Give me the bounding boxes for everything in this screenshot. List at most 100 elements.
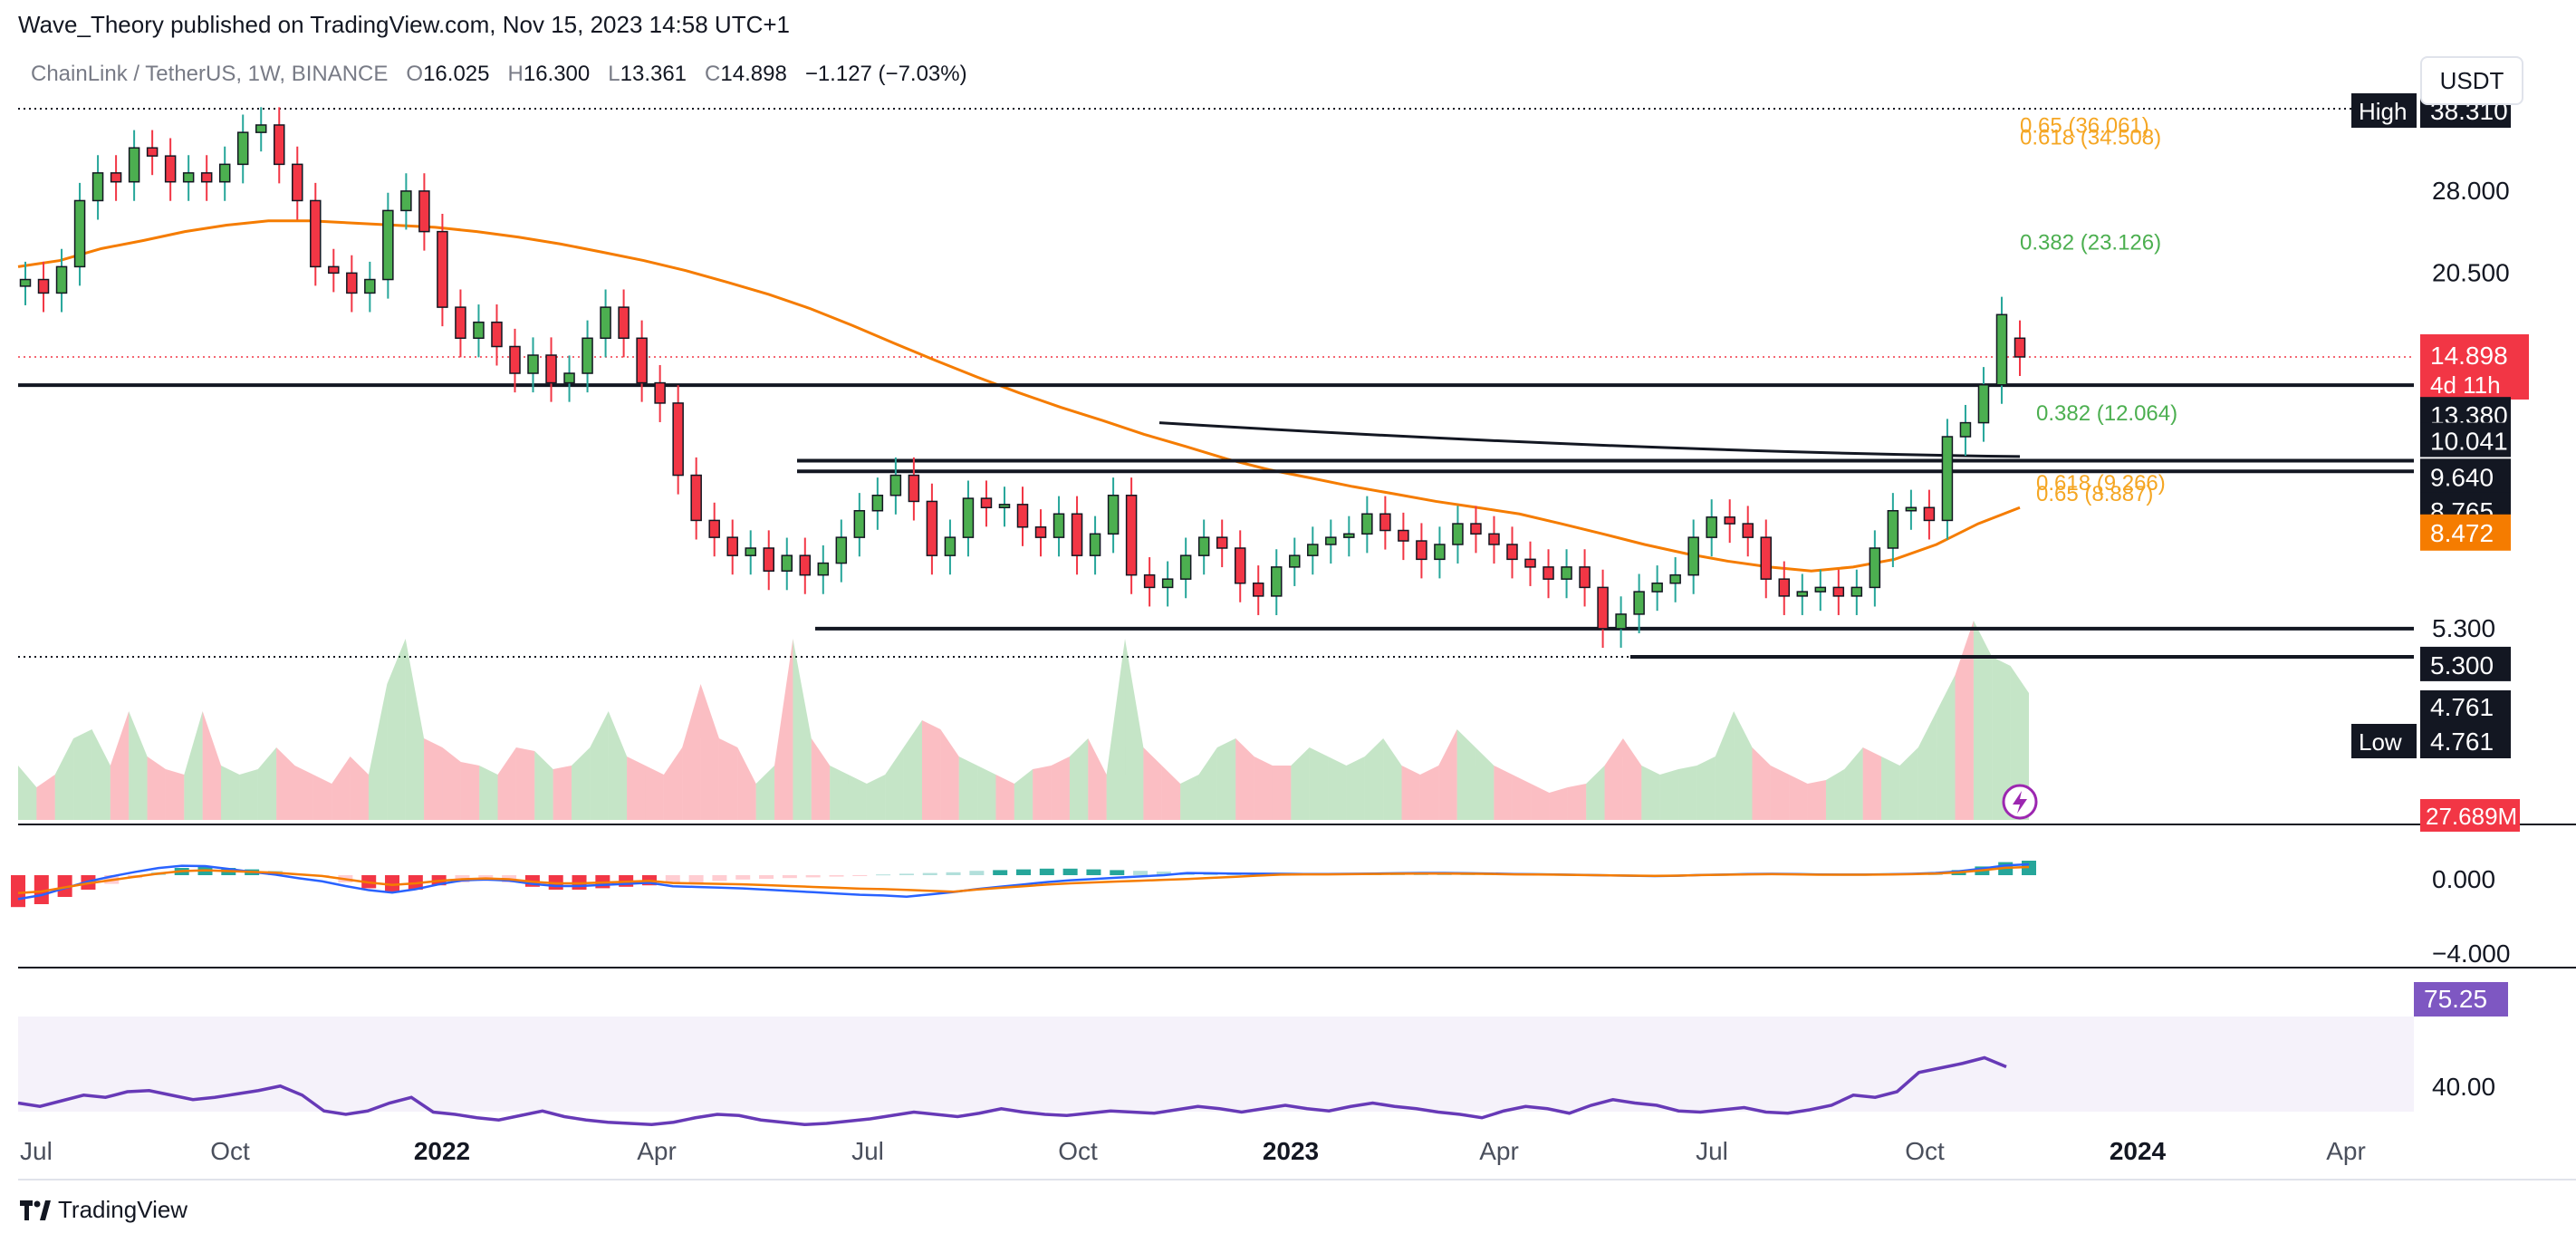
candle bbox=[182, 172, 195, 183]
candle bbox=[835, 536, 848, 564]
candle bbox=[980, 497, 993, 509]
volume-area bbox=[1955, 621, 1974, 820]
candle bbox=[236, 131, 249, 166]
candle bbox=[781, 554, 793, 572]
macd-histogram-bar bbox=[1156, 872, 1171, 875]
candle bbox=[1869, 547, 1881, 589]
volume-area bbox=[184, 711, 203, 820]
volume-area bbox=[1235, 738, 1254, 820]
candle bbox=[1089, 533, 1101, 556]
currency-button[interactable]: USDT bbox=[2420, 56, 2523, 105]
candle bbox=[473, 321, 485, 340]
candle bbox=[1959, 421, 1972, 438]
price-axis-label: 5.300 bbox=[2432, 614, 2495, 642]
volume-area bbox=[1198, 747, 1217, 820]
candle bbox=[364, 278, 376, 294]
volume-area bbox=[1512, 775, 1532, 820]
candle bbox=[944, 536, 956, 556]
time-axis-label: 2023 bbox=[1263, 1137, 1319, 1165]
candle bbox=[1053, 513, 1065, 538]
volume-area bbox=[663, 747, 683, 820]
candle bbox=[91, 172, 104, 202]
volume-area bbox=[940, 729, 959, 820]
candle bbox=[1143, 573, 1156, 589]
macd-histogram-bar bbox=[922, 872, 937, 875]
tag-box bbox=[2351, 724, 2417, 758]
candle bbox=[437, 230, 448, 308]
candle bbox=[200, 172, 213, 183]
candle bbox=[19, 278, 32, 287]
volume-area bbox=[866, 775, 886, 820]
candle bbox=[1216, 536, 1228, 549]
volume-area bbox=[1862, 747, 1882, 820]
volume-tag bbox=[2420, 799, 2520, 832]
volume-area bbox=[36, 775, 55, 820]
volume-area bbox=[1069, 738, 1089, 820]
volume-area bbox=[700, 684, 719, 820]
last-price-tag bbox=[2420, 333, 2529, 400]
candle bbox=[726, 536, 738, 556]
volume-area bbox=[368, 684, 388, 820]
volume-area bbox=[1216, 738, 1236, 820]
volume-area bbox=[221, 766, 240, 820]
candle bbox=[1289, 554, 1301, 568]
volume-area bbox=[645, 766, 664, 820]
volume-area bbox=[1752, 747, 1771, 820]
candle bbox=[1252, 582, 1264, 597]
bar-countdown: 4d 11h bbox=[2430, 371, 2501, 399]
volume-area bbox=[515, 747, 535, 820]
candle bbox=[889, 474, 902, 496]
last-price-value: 14.898 bbox=[2430, 342, 2508, 370]
volume-area bbox=[1143, 747, 1162, 820]
candle bbox=[853, 509, 866, 538]
volume-area bbox=[1494, 766, 1513, 820]
candle bbox=[1651, 582, 1663, 593]
close-value: 14.898 bbox=[720, 62, 787, 86]
macd-histogram-bar bbox=[11, 875, 25, 908]
price-tag bbox=[2420, 690, 2511, 725]
symbol-name[interactable]: ChainLink / TetherUS, 1W, BINANCE bbox=[31, 62, 389, 86]
volume-area bbox=[110, 711, 130, 820]
candle bbox=[1687, 536, 1699, 576]
volume-area bbox=[1641, 766, 1660, 820]
volume-area bbox=[553, 766, 572, 820]
candle bbox=[418, 190, 430, 233]
volume-area bbox=[572, 747, 591, 820]
publisher-line: Wave_Theory published on TradingView.com… bbox=[18, 11, 790, 38]
volume-area bbox=[54, 738, 74, 820]
macd-histogram-bar bbox=[688, 875, 704, 882]
candle bbox=[110, 172, 122, 183]
candle bbox=[1125, 495, 1138, 576]
volume-area bbox=[1272, 766, 1292, 820]
candle bbox=[1579, 566, 1591, 589]
volume-area bbox=[147, 756, 166, 820]
volume-area bbox=[1899, 747, 1918, 820]
volume-area bbox=[1088, 738, 1107, 820]
macd-histogram-bar bbox=[1133, 871, 1149, 875]
candle bbox=[292, 163, 303, 202]
volume-area bbox=[774, 639, 793, 820]
price-tag bbox=[2420, 458, 2511, 494]
low-label: L bbox=[608, 62, 620, 86]
volume-area bbox=[479, 766, 498, 820]
macd-axis-label: 0.000 bbox=[2432, 865, 2495, 893]
candle bbox=[817, 562, 830, 576]
time-axis-label: Jul bbox=[20, 1137, 53, 1165]
volume-area bbox=[442, 747, 461, 820]
volume-area bbox=[903, 720, 922, 820]
volume-area bbox=[1254, 756, 1273, 820]
candle bbox=[1669, 573, 1681, 584]
macd-histogram-bar bbox=[969, 871, 985, 875]
time-axis-label: Apr bbox=[637, 1137, 677, 1165]
candle bbox=[1398, 529, 1409, 542]
volume-area bbox=[73, 729, 92, 820]
volume-area bbox=[1825, 769, 1845, 820]
candle bbox=[1179, 554, 1192, 580]
volume-area bbox=[1383, 738, 1402, 820]
volume-area bbox=[977, 766, 996, 820]
candle bbox=[255, 124, 267, 133]
footer-brand[interactable]: TradingView bbox=[20, 1196, 187, 1224]
volume-area bbox=[1180, 775, 1199, 820]
candle bbox=[1361, 513, 1373, 535]
